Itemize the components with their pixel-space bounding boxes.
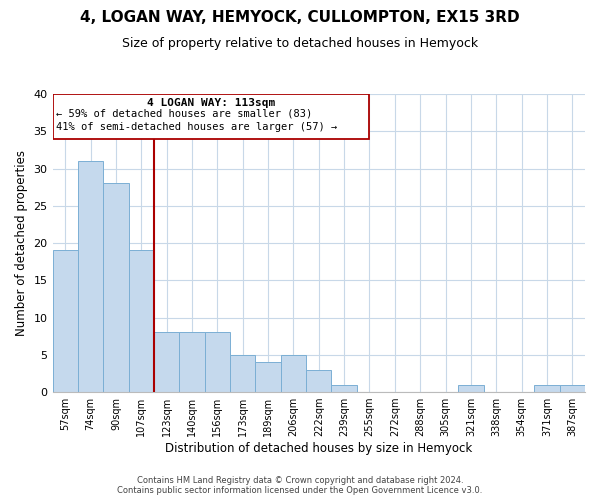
Text: 4 LOGAN WAY: 113sqm: 4 LOGAN WAY: 113sqm	[147, 98, 275, 108]
Text: 41% of semi-detached houses are larger (57) →: 41% of semi-detached houses are larger (…	[56, 122, 338, 132]
Y-axis label: Number of detached properties: Number of detached properties	[15, 150, 28, 336]
Bar	[53, 250, 78, 392]
Bar	[534, 384, 560, 392]
Bar	[205, 332, 230, 392]
Bar	[103, 184, 128, 392]
Bar	[230, 355, 256, 392]
Text: ← 59% of detached houses are smaller (83): ← 59% of detached houses are smaller (83…	[56, 109, 313, 119]
X-axis label: Distribution of detached houses by size in Hemyock: Distribution of detached houses by size …	[165, 442, 472, 455]
Bar	[458, 384, 484, 392]
Bar	[281, 355, 306, 392]
Bar	[78, 161, 103, 392]
Bar	[128, 250, 154, 392]
Text: Size of property relative to detached houses in Hemyock: Size of property relative to detached ho…	[122, 38, 478, 51]
Bar	[256, 362, 281, 392]
Bar	[560, 384, 585, 392]
Bar	[306, 370, 331, 392]
FancyBboxPatch shape	[53, 94, 370, 138]
Text: 4, LOGAN WAY, HEMYOCK, CULLOMPTON, EX15 3RD: 4, LOGAN WAY, HEMYOCK, CULLOMPTON, EX15 …	[80, 10, 520, 25]
Bar	[179, 332, 205, 392]
Bar	[154, 332, 179, 392]
Text: Contains HM Land Registry data © Crown copyright and database right 2024.
Contai: Contains HM Land Registry data © Crown c…	[118, 476, 482, 495]
Bar	[331, 384, 357, 392]
